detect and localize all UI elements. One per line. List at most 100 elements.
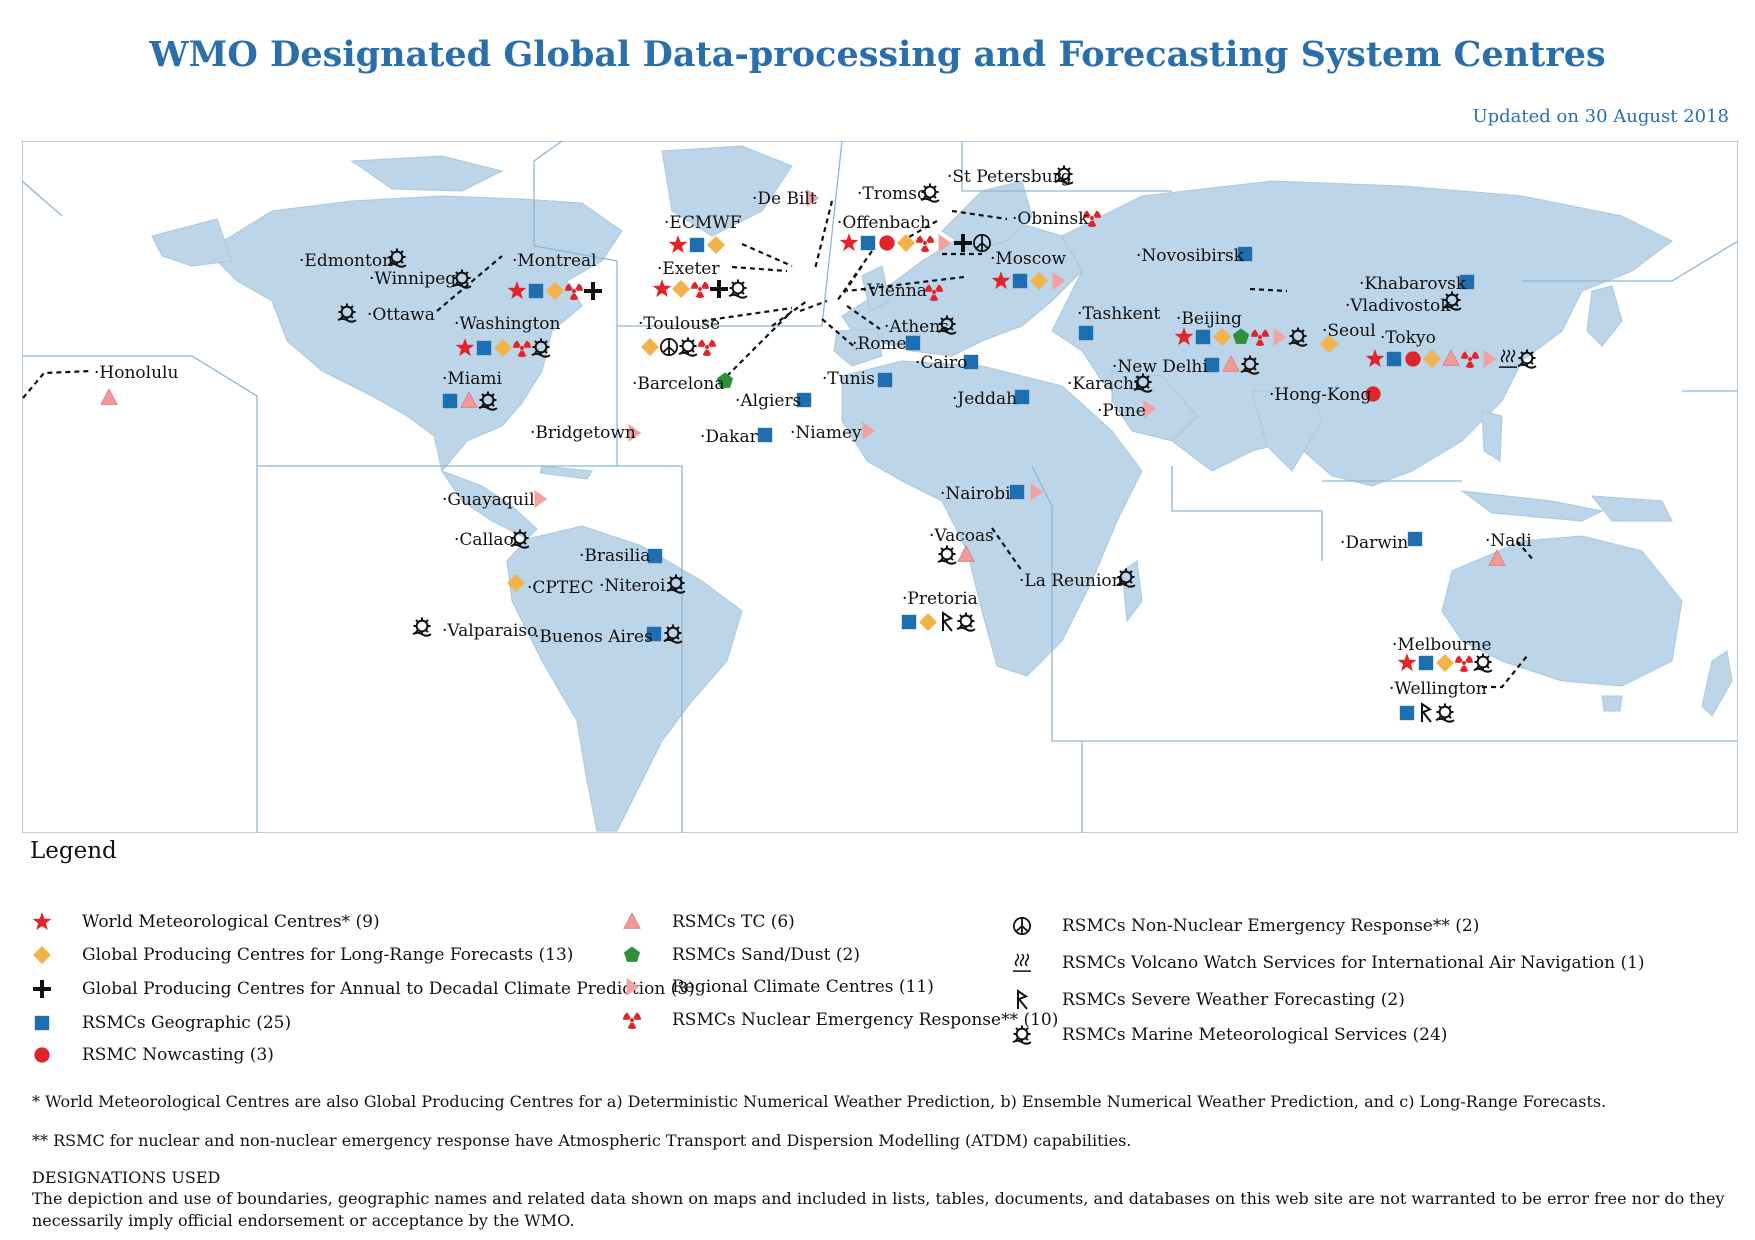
lrf-icon	[1030, 272, 1048, 290]
legend-label-wmc: World Meteorological Centres* (9)	[82, 912, 380, 932]
legend-label-lrf: Global Producing Centres for Long-Range …	[82, 945, 574, 965]
marine-icon	[412, 617, 432, 637]
leader-line	[843, 265, 863, 294]
city-label-seoul: ·Seoul	[1322, 321, 1376, 341]
legend-label-volcano: RSMCs Volcano Watch Services for Interna…	[1062, 953, 1645, 973]
nuclear-icon	[1083, 210, 1101, 228]
rcc-icon	[626, 978, 640, 996]
legend-label-nuclear: RSMCs Nuclear Emergency Response** (10)	[672, 1010, 1059, 1030]
geo-icon	[963, 354, 979, 370]
tc-icon	[957, 545, 975, 562]
geo-icon	[1399, 705, 1415, 721]
madagascar	[1121, 560, 1143, 623]
marine-icon	[478, 391, 498, 411]
volcano-icon	[1499, 349, 1517, 368]
city-label-tromso: ·Tromso	[857, 184, 928, 204]
indonesia	[1460, 490, 1604, 522]
city-label-vienna: ·Vienna	[862, 281, 927, 301]
city-label-buenos-aires: ·Buenos Aires	[534, 627, 653, 647]
legend-symbol-peace	[1012, 916, 1032, 936]
nuclear-icon	[565, 283, 583, 300]
wmc-icon	[652, 279, 672, 297]
leader-line	[731, 265, 788, 273]
city-label-callao: ·Callao	[454, 530, 514, 550]
city-label-rome: ·Rome	[852, 334, 907, 354]
leader-line	[1482, 655, 1528, 689]
rcc-icon	[862, 422, 876, 440]
city-label-exeter: ·Exeter	[657, 259, 720, 279]
city-label-moscow: ·Moscow	[990, 249, 1067, 269]
region-boundaries	[22, 141, 1738, 833]
marine-icon	[663, 624, 683, 644]
city-label-barcelona: ·Barcelona	[632, 374, 725, 394]
greenland	[661, 145, 793, 237]
city-label-offenbach: ·Offenbach	[837, 213, 931, 233]
uk	[861, 265, 891, 312]
lrf-icon	[1320, 335, 1338, 353]
legend-symbol-wmc	[32, 912, 52, 930]
city-label-nadi: ·Nadi	[1485, 531, 1532, 551]
legend-label-severe: RSMCs Severe Weather Forecasting (2)	[1062, 990, 1405, 1010]
footnote-wmc: * World Meteorological Centres are also …	[32, 1092, 1607, 1111]
india	[1251, 390, 1323, 472]
rcc-icon	[1273, 328, 1287, 346]
leader-line	[846, 275, 965, 293]
city-label-cptec: ·CPTEC	[527, 578, 594, 598]
city-label-la-reunion: ·La Reunion	[1019, 571, 1123, 591]
city-label-st-petersburg: ·St Petersburg	[947, 167, 1072, 187]
tc-icon	[100, 388, 118, 405]
lrf-icon	[897, 234, 915, 252]
lrf-icon	[33, 946, 51, 964]
legend-symbol-geo	[34, 1015, 50, 1031]
city-label-niamey: ·Niamey	[790, 423, 862, 443]
volcano-icon	[1013, 953, 1031, 972]
marine-icon	[956, 612, 976, 632]
geo-icon	[877, 372, 893, 388]
lrf-icon	[1423, 350, 1441, 368]
wmc-icon	[455, 338, 475, 356]
peace-icon	[1012, 916, 1032, 936]
dust-icon	[1232, 328, 1250, 344]
peace-icon	[973, 234, 992, 253]
peace-icon	[660, 337, 679, 356]
geo-icon	[1012, 273, 1028, 289]
geo-icon	[1014, 389, 1030, 405]
new-zealand	[1701, 650, 1733, 717]
geo-icon	[476, 340, 492, 356]
marine-icon	[1133, 373, 1153, 393]
marine-icon	[920, 183, 940, 203]
legend-symbol-dust	[623, 946, 641, 962]
marine-icon	[678, 337, 698, 357]
leader-line	[741, 242, 793, 268]
legend-symbol-annual	[33, 980, 51, 998]
nowcast-icon	[34, 1047, 50, 1063]
legend-label-peace: RSMCs Non-Nuclear Emergency Response** (…	[1062, 916, 1480, 936]
severe-icon	[1421, 702, 1433, 723]
city-label-jeddah: ·Jeddah	[952, 389, 1018, 409]
wmc-icon	[32, 912, 52, 930]
rcc-icon	[628, 424, 642, 442]
dust-icon	[716, 372, 734, 388]
dust-icon	[623, 946, 641, 962]
lrf-icon	[1213, 328, 1231, 346]
marine-icon	[937, 545, 957, 565]
nowcast-icon	[879, 235, 895, 251]
central-america	[440, 469, 538, 540]
wmc-icon	[1174, 327, 1194, 345]
tc-icon	[460, 391, 478, 408]
lrf-icon	[919, 613, 937, 631]
geo-icon	[34, 1015, 50, 1031]
cuba	[539, 465, 593, 480]
geo-icon	[1195, 329, 1211, 345]
leader-line	[813, 200, 834, 270]
geo-icon	[860, 235, 876, 251]
philippines	[1481, 410, 1503, 462]
marine-icon	[1240, 355, 1260, 375]
city-label-wellington: ·Wellington	[1389, 679, 1487, 699]
city-label-obninsk: ·Obninsk	[1012, 209, 1089, 229]
geo-icon	[1459, 274, 1475, 290]
tc-icon	[1488, 549, 1506, 566]
leader-line	[22, 369, 93, 399]
leader-lines	[22, 200, 1535, 689]
geo-icon	[646, 626, 662, 642]
